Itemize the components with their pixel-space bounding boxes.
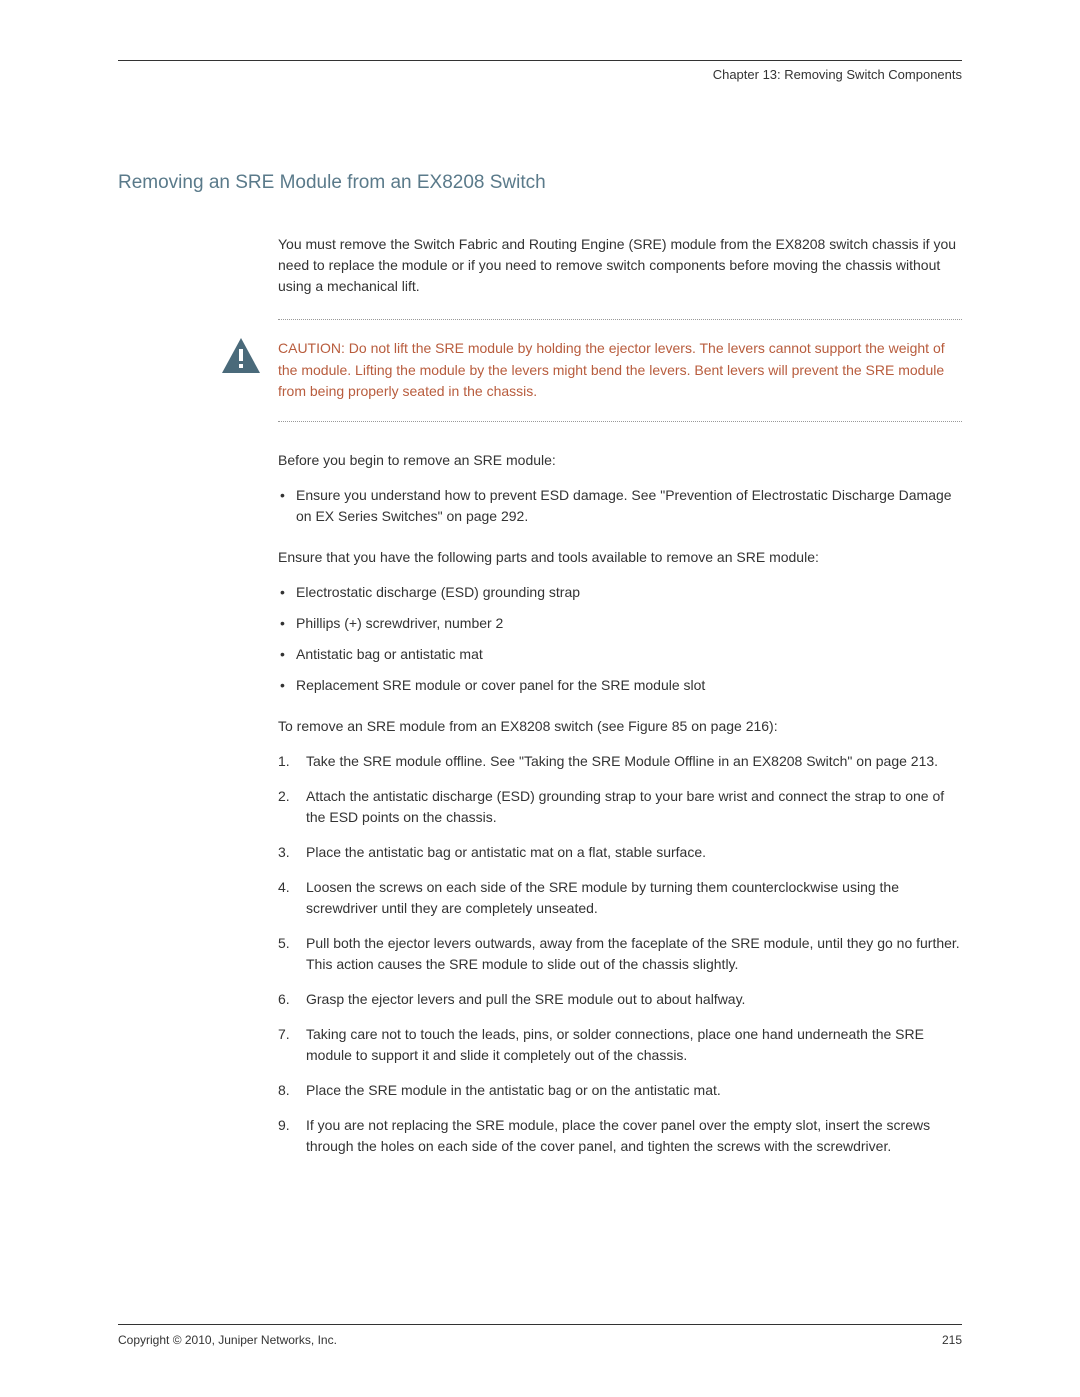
- page-header: Chapter 13: Removing Switch Components: [118, 67, 962, 82]
- list-item: Antistatic bag or antistatic mat: [278, 644, 962, 665]
- tools-list: Electrostatic discharge (ESD) grounding …: [278, 582, 962, 696]
- step-item: Grasp the ejector levers and pull the SR…: [278, 989, 962, 1010]
- list-item: Electrostatic discharge (ESD) grounding …: [278, 582, 962, 603]
- caution-text: CAUTION: Do not lift the SRE module by h…: [278, 338, 962, 403]
- intro-paragraph: You must remove the Switch Fabric and Ro…: [278, 234, 962, 297]
- header-rule: [118, 60, 962, 61]
- caution-body: Do not lift the SRE module by holding th…: [278, 340, 945, 399]
- section-title: Removing an SRE Module from an EX8208 Sw…: [118, 172, 962, 194]
- caution-box: CAUTION: Do not lift the SRE module by h…: [278, 319, 962, 422]
- content-area: You must remove the Switch Fabric and Ro…: [278, 234, 962, 1157]
- step-item: Attach the antistatic discharge (ESD) gr…: [278, 786, 962, 828]
- step-item: Taking care not to touch the leads, pins…: [278, 1024, 962, 1066]
- step-item: Loosen the screws on each side of the SR…: [278, 877, 962, 919]
- page-footer: Copyright © 2010, Juniper Networks, Inc.…: [118, 1324, 962, 1347]
- list-item: Replacement SRE module or cover panel fo…: [278, 675, 962, 696]
- procedure-steps: Take the SRE module offline. See "Taking…: [278, 751, 962, 1157]
- step-item: Pull both the ejector levers outwards, a…: [278, 933, 962, 975]
- step-item: Take the SRE module offline. See "Taking…: [278, 751, 962, 772]
- ensure-para: Ensure that you have the following parts…: [278, 547, 962, 568]
- copyright-text: Copyright © 2010, Juniper Networks, Inc.: [118, 1333, 337, 1347]
- page-number: 215: [942, 1333, 962, 1347]
- step-item: Place the antistatic bag or antistatic m…: [278, 842, 962, 863]
- list-item: Ensure you understand how to prevent ESD…: [278, 485, 962, 527]
- procedure-intro: To remove an SRE module from an EX8208 s…: [278, 716, 962, 737]
- step-item: If you are not replacing the SRE module,…: [278, 1115, 962, 1157]
- before-begin-para: Before you begin to remove an SRE module…: [278, 450, 962, 471]
- caution-icon: [220, 335, 262, 377]
- document-page: Chapter 13: Removing Switch Components R…: [0, 0, 1080, 1397]
- caution-label: CAUTION:: [278, 340, 345, 356]
- list-item: Phillips (+) screwdriver, number 2: [278, 613, 962, 634]
- prereq-list: Ensure you understand how to prevent ESD…: [278, 485, 962, 527]
- step-item: Place the SRE module in the antistatic b…: [278, 1080, 962, 1101]
